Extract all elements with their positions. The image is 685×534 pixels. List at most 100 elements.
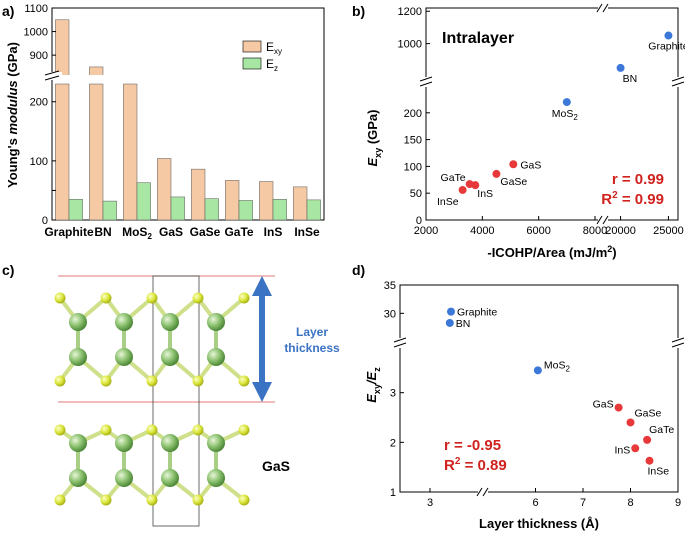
bar-z-gase — [204, 198, 219, 221]
sulfur-atom — [146, 494, 158, 506]
y-tick-label: 0 — [416, 215, 422, 227]
bar-z-inse — [306, 199, 321, 221]
sulfur-atom — [54, 494, 66, 506]
chart-b-break-mark — [596, 3, 603, 13]
point-label: GaSe — [500, 176, 527, 188]
point-label: GaS — [593, 399, 614, 411]
chart-d-xlabel: Layer thickness (Å) — [479, 516, 599, 531]
point-ins — [631, 444, 640, 453]
point-label: InS — [614, 444, 630, 456]
category-label: Graphite — [44, 225, 94, 239]
category-label: GaSe — [190, 225, 221, 239]
chart-b-y-break-left — [419, 77, 433, 87]
bar-xy-ins — [259, 181, 274, 221]
gallium-atom — [115, 313, 133, 331]
layer-label-line2: thickness — [284, 341, 340, 355]
point-label: MoS2 — [552, 108, 579, 122]
chart-b-ylabel: Exy (GPa) — [365, 110, 383, 167]
bar-xy-graphite-lower — [55, 83, 70, 221]
bar-z-ins — [272, 199, 287, 221]
category-label: GaTe — [224, 225, 253, 239]
sulfur-atom — [192, 292, 204, 304]
panel-label-b: b) — [352, 3, 365, 19]
chart-a-axis-break — [44, 72, 62, 80]
legend-swatch-ez — [242, 57, 262, 70]
point-label: GaS — [520, 159, 541, 171]
chart-d-stat-r: r = -0.95 — [444, 437, 501, 454]
point-mos — [533, 366, 542, 375]
chart-a: 0 100 200 900 1000 1100 Graphite BN MoS2 GaS GaSe… — [5, 3, 325, 241]
y-tick-label: 50 — [410, 188, 422, 200]
point-label: GaSe — [635, 407, 662, 419]
point-gate — [643, 435, 652, 444]
sulfur-atom — [100, 494, 112, 506]
gallium-atom — [69, 469, 87, 487]
chart-a-break-mark — [44, 75, 60, 81]
chart-b-break-mark — [602, 215, 609, 225]
gallium-atom — [69, 348, 87, 366]
chart-a-upper-segment — [52, 19, 324, 83]
sulfur-atom — [54, 424, 66, 436]
structure-atoms — [54, 292, 250, 506]
sulfur-atom — [100, 424, 112, 436]
gallium-atom — [207, 469, 225, 487]
chart-a-legend: Exy Ez — [242, 40, 282, 73]
bar-z-gas — [170, 196, 185, 221]
y-tick-label: 1100 — [24, 3, 48, 15]
bar-z-bn — [102, 200, 117, 221]
point-label: InS — [477, 188, 493, 200]
legend-label-exy: Exy — [266, 40, 282, 56]
chart-b-break-mark — [671, 81, 685, 87]
point-label: MoS2 — [544, 359, 571, 373]
gallium-atom — [207, 434, 225, 452]
chart-b-title: Intralayer — [442, 30, 514, 47]
x-tick-label: 9 — [675, 497, 681, 509]
sulfur-atom — [238, 375, 250, 387]
chart-d-x-break — [478, 486, 488, 498]
chart-d-ylabel: Exy/Ez — [364, 367, 382, 403]
point-label: Graphite — [648, 41, 685, 53]
chart-b-break-mark — [602, 3, 609, 13]
gallium-atom — [161, 313, 179, 331]
gallium-atom — [161, 434, 179, 452]
chart-b-break-mark — [419, 76, 433, 82]
point-bn — [616, 63, 625, 72]
bar-xy-mos — [123, 83, 138, 221]
point-label: GaTe — [441, 172, 466, 184]
sulfur-atom — [54, 375, 66, 387]
point-gase — [626, 418, 635, 427]
y-tick-label: 100 — [404, 161, 422, 173]
chart-b-y-break-right — [671, 77, 685, 87]
sulfur-atom — [238, 292, 250, 304]
x-tick-label: 8 — [627, 497, 633, 509]
gallium-atom — [115, 348, 133, 366]
chart-b-x-break-bottom — [598, 214, 608, 226]
chart-a-category-labels: Graphite BN MoS2 GaS GaSe GaTe InS InSe — [44, 225, 320, 241]
chart-a-ticks: 0 100 200 900 1000 1100 — [24, 3, 56, 227]
chart-b-break-mark — [596, 215, 603, 225]
x-tick-label: 3 — [427, 497, 433, 509]
sulfur-atom — [192, 494, 204, 506]
point-ins — [471, 181, 480, 190]
panel-label-d: d) — [352, 262, 365, 278]
point-label: InSe — [437, 196, 459, 208]
chart-a-break-mark — [44, 70, 60, 76]
chart-b-stat-r: r = 0.99 — [612, 171, 664, 188]
chart-b-break-mark — [671, 76, 685, 82]
chart-a-frame — [51, 7, 325, 221]
y-tick-label: 100 — [30, 156, 48, 168]
point-graphite — [664, 31, 673, 40]
point-inse — [458, 185, 467, 194]
legend-swatch-exy — [242, 40, 262, 53]
point-inse — [645, 456, 654, 465]
gallium-atom — [115, 434, 133, 452]
point-label: BN — [623, 73, 638, 85]
chart-a-ylabel: Young's modulus (GPa) — [5, 42, 20, 188]
x-tick-label: 8000 — [583, 225, 607, 237]
category-label: BN — [94, 225, 111, 239]
y-tick-label: 1000 — [398, 39, 422, 51]
point-gas — [509, 160, 518, 169]
y-tick-label: 1 — [390, 487, 396, 499]
sulfur-atom — [146, 424, 158, 436]
